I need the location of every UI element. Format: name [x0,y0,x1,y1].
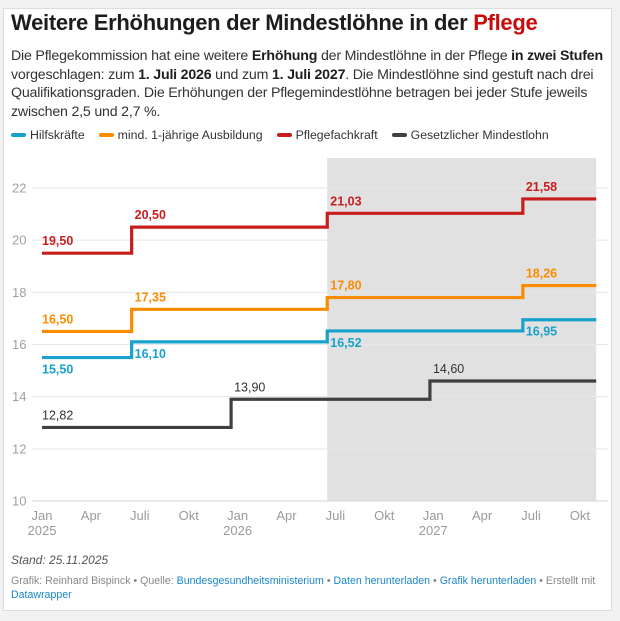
series-line-mindestlohn [42,379,597,430]
series-line-fachkraft [42,197,597,255]
footer-separator: • [323,575,334,587]
x-tick-label: Apr [81,508,102,523]
data-label: 12,82 [42,408,73,422]
data-label: 19,50 [42,234,73,248]
y-tick-label: 16 [12,337,26,352]
series-line-ausbildung [42,283,597,334]
x-tick-label: Apr [472,508,493,523]
data-label: 20,50 [135,208,166,222]
data-label: 17,80 [330,279,361,293]
x-tick-label: Jan [423,508,444,523]
intro-bold: 1. Juli 2026 [138,66,212,83]
data-label: 21,58 [526,180,557,194]
chart-title: Weitere Erhöhungen der Mindestlöhne in d… [11,10,538,36]
legend-label: Pflegefachkraft [295,128,378,142]
data-label: 16,52 [330,336,361,350]
download-graphic-link[interactable]: Grafik herunterladen [439,575,537,587]
legend-item-hilfskraefte: Hilfskräfte [11,128,85,142]
footer-separator: • [536,575,546,587]
intro-bold: 1. Juli 2027 [271,66,346,83]
footer-author: Grafik: Reinhard Bispinck [11,575,131,587]
y-tick-label: 12 [12,441,26,456]
legend-swatch-icon [391,133,407,137]
x-tick-year-label: 2026 [223,523,252,538]
y-tick-label: 18 [12,285,26,300]
footer-separator: • [130,575,141,587]
chart-footer: Grafik: Reinhard Bispinck • Quelle: Bund… [11,574,601,602]
data-label: 21,03 [330,194,361,208]
x-tick-label: Juli [326,508,346,523]
legend-item-fachkraft: Pflegefachkraft [276,128,378,142]
data-label: 16,95 [526,325,557,339]
data-label: 16,10 [135,347,166,361]
chart-legend: Hilfskräfte mind. 1-jährige Ausbildung P… [11,128,549,142]
legend-swatch-icon [276,133,292,137]
source-link[interactable]: Bundesgesundheitsministerium [176,575,324,587]
data-label: 15,50 [42,363,73,377]
legend-item-mindestlohn: Gesetzlicher Mindestlohn [391,128,549,142]
intro-bold: Erhöhung [251,48,318,64]
data-label: 17,35 [135,290,166,304]
intro-text: und zum [211,66,272,83]
legend-label: mind. 1-jährige Ausbildung [117,128,263,142]
intro-text: der Mindestlöhne in der Pflege [317,48,512,64]
footer-created-with: Erstellt mit [545,575,596,587]
chart-description: Die Pflegekommission hat eine weitere Er… [11,47,603,121]
y-tick-label: 22 [12,181,26,196]
legend-swatch-icon [98,133,114,137]
footer-source-label: Quelle: [140,575,177,587]
data-label: 13,90 [234,380,265,394]
stand-date: Stand: 25.11.2025 [11,553,109,567]
legend-swatch-icon [11,133,26,137]
x-tick-label: Okt [570,508,591,523]
intro-text: Die Pflegekommission hat eine weitere [11,48,252,64]
title-main: Weitere Erhöhungen der Mindestlöhne in d… [11,10,474,35]
x-tick-label: Juli [521,508,541,523]
legend-label: Gesetzlicher Mindestlohn [410,128,549,142]
data-label: 16,50 [42,312,73,326]
x-tick-label: Juli [130,508,150,523]
intro-text: vorgeschlagen: zum [11,66,139,83]
y-tick-label: 20 [12,233,26,248]
x-tick-label: Okt [179,508,200,523]
x-tick-label: Okt [374,508,395,523]
title-accent: Pflege [473,10,538,35]
intro-bold: in zwei Stufen [511,48,603,64]
download-data-link[interactable]: Daten herunterladen [333,575,431,587]
x-tick-label: Jan [32,508,53,523]
data-label: 18,26 [526,267,557,281]
datawrapper-link[interactable]: Datawrapper [11,589,72,601]
x-tick-year-label: 2025 [28,523,57,538]
legend-item-ausbildung: mind. 1-jährige Ausbildung [98,128,263,142]
series-line-hilfskraefte [42,318,597,360]
x-tick-label: Apr [276,508,297,523]
data-label: 14,60 [433,362,464,376]
x-tick-label: Jan [227,508,248,523]
legend-label: Hilfskräfte [30,128,85,142]
intro-text: . Die Mindestlöhne sind gestuft nach dre… [11,66,594,120]
y-tick-label: 14 [12,389,26,404]
y-tick-label: 10 [12,494,26,509]
x-tick-year-label: 2027 [419,523,448,538]
footer-separator: • [430,575,440,587]
